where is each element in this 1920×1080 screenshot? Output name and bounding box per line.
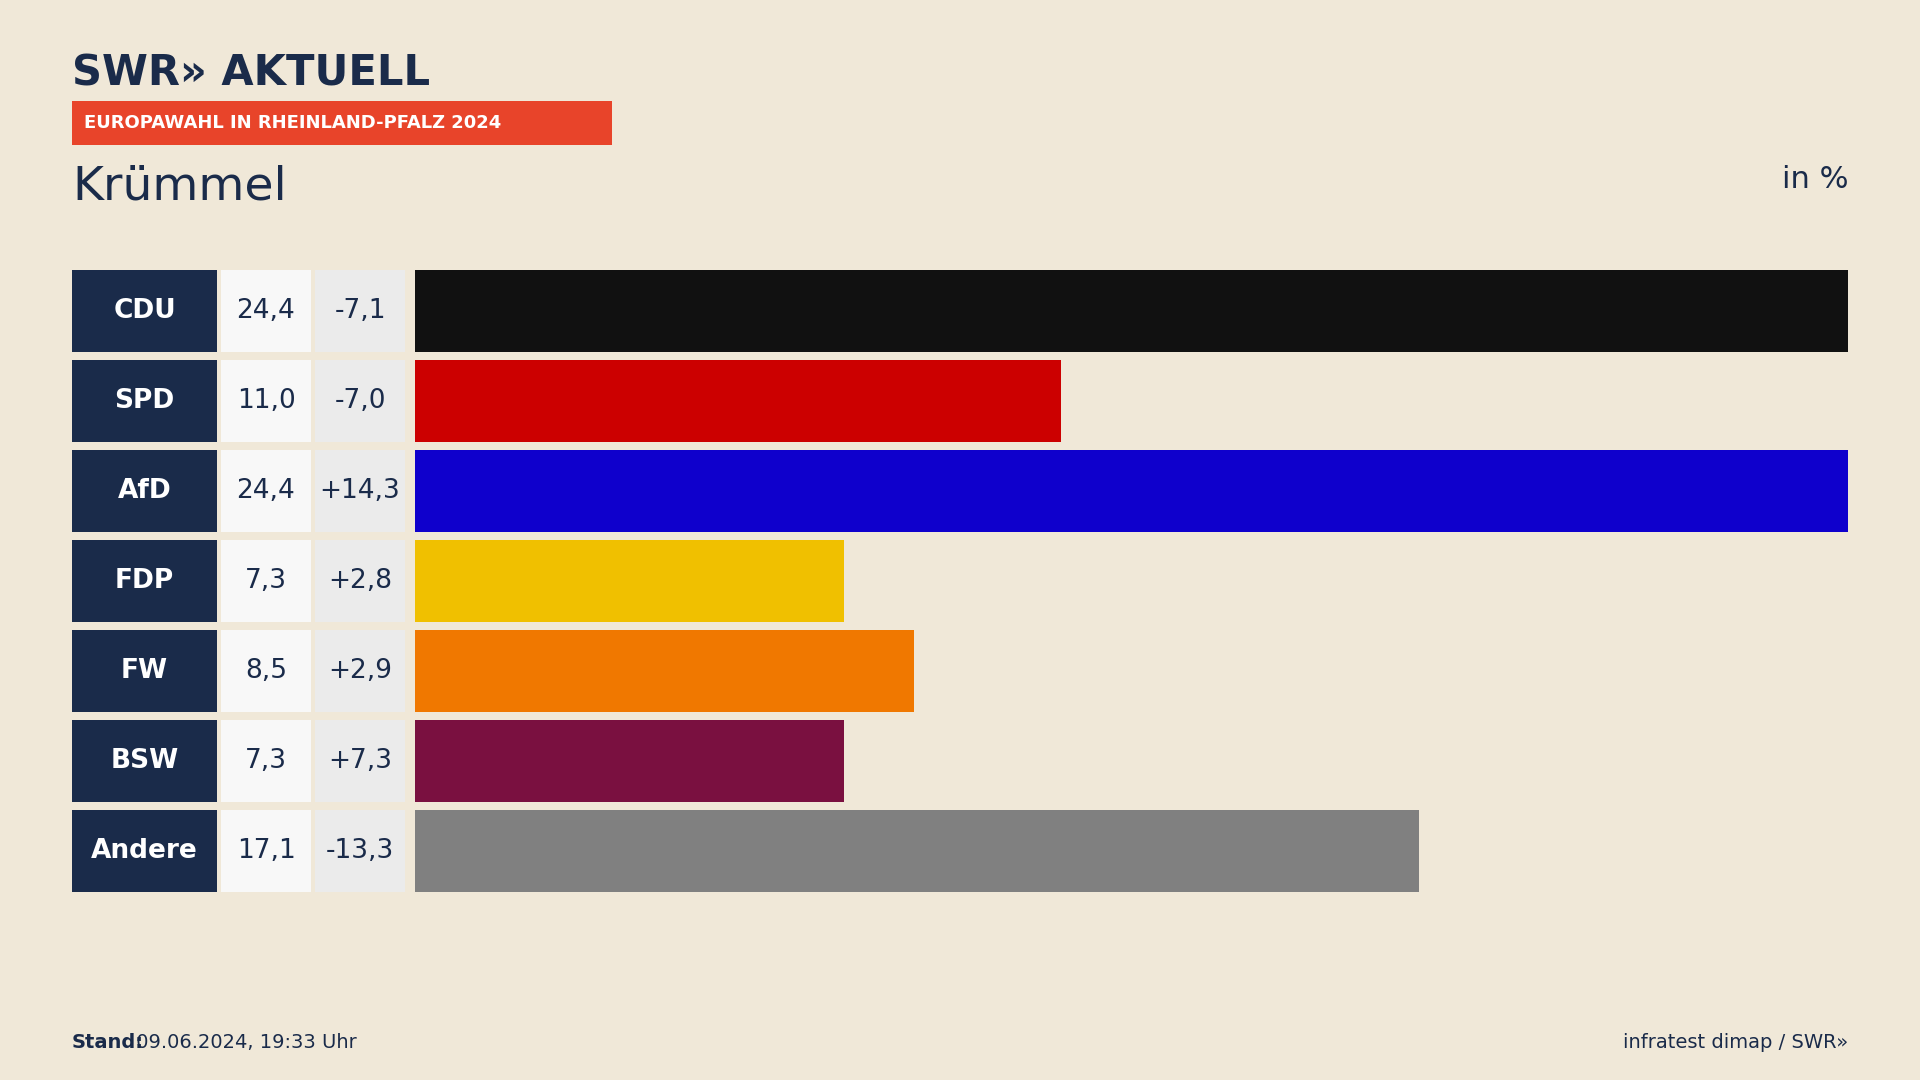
Bar	[221, 540, 311, 622]
Text: SWR» AKTUELL: SWR» AKTUELL	[73, 52, 430, 94]
Text: Stand:: Stand:	[73, 1032, 144, 1052]
Bar	[73, 720, 217, 802]
Text: FDP: FDP	[115, 568, 175, 594]
Bar	[315, 360, 405, 442]
Text: +2,8: +2,8	[328, 568, 392, 594]
Text: -13,3: -13,3	[326, 838, 394, 864]
Text: 7,3: 7,3	[246, 748, 286, 774]
Bar	[415, 360, 1062, 442]
Text: -7,0: -7,0	[334, 388, 386, 414]
Text: +7,3: +7,3	[328, 748, 392, 774]
Bar	[221, 360, 311, 442]
Bar	[221, 720, 311, 802]
Bar	[73, 270, 217, 352]
Text: Krümmel: Krümmel	[73, 165, 286, 210]
Bar	[415, 630, 914, 712]
Bar	[73, 450, 217, 532]
Text: in %: in %	[1782, 165, 1847, 194]
Bar	[221, 630, 311, 712]
Text: -7,1: -7,1	[334, 298, 386, 324]
Bar	[73, 360, 217, 442]
Text: infratest dimap / SWR»: infratest dimap / SWR»	[1622, 1032, 1847, 1052]
Bar	[73, 102, 612, 145]
Bar	[315, 810, 405, 892]
Text: 24,4: 24,4	[236, 298, 296, 324]
Bar	[415, 810, 1419, 892]
Text: 09.06.2024, 19:33 Uhr: 09.06.2024, 19:33 Uhr	[131, 1032, 357, 1052]
Bar	[221, 810, 311, 892]
Text: +14,3: +14,3	[319, 478, 401, 504]
Text: 11,0: 11,0	[236, 388, 296, 414]
Bar	[315, 630, 405, 712]
Text: FW: FW	[121, 658, 169, 684]
Bar	[73, 810, 217, 892]
Bar	[415, 540, 843, 622]
Bar	[73, 540, 217, 622]
Text: SPD: SPD	[115, 388, 175, 414]
Bar	[221, 450, 311, 532]
Bar	[221, 270, 311, 352]
Text: 24,4: 24,4	[236, 478, 296, 504]
Bar	[315, 720, 405, 802]
Text: 17,1: 17,1	[236, 838, 296, 864]
Bar	[315, 540, 405, 622]
Bar	[415, 720, 843, 802]
Text: CDU: CDU	[113, 298, 177, 324]
Bar	[415, 270, 1847, 352]
Bar	[315, 270, 405, 352]
Text: 7,3: 7,3	[246, 568, 286, 594]
Text: BSW: BSW	[109, 748, 179, 774]
Bar	[415, 450, 1847, 532]
Text: Andere: Andere	[90, 838, 198, 864]
Bar	[315, 450, 405, 532]
Text: +2,9: +2,9	[328, 658, 392, 684]
Bar	[73, 630, 217, 712]
Text: 8,5: 8,5	[246, 658, 286, 684]
Text: AfD: AfD	[117, 478, 171, 504]
Text: EUROPAWAHL IN RHEINLAND-PFALZ 2024: EUROPAWAHL IN RHEINLAND-PFALZ 2024	[84, 114, 501, 132]
